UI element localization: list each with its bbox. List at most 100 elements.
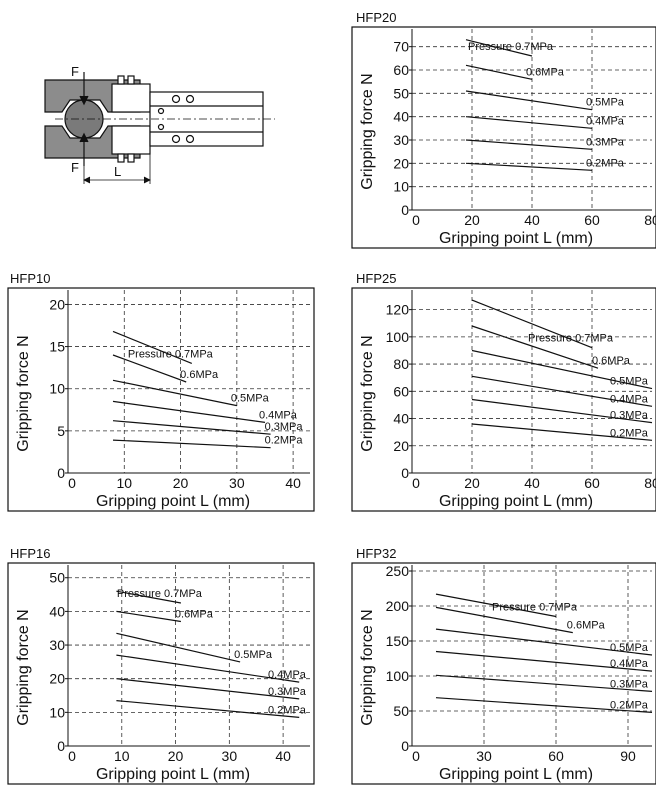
series-line — [435, 628, 653, 656]
series-label: 0.2MPa — [610, 699, 649, 711]
series-label: 0.3MPa — [586, 136, 625, 148]
series-line — [471, 423, 653, 441]
bolt — [185, 94, 195, 104]
x-tick-label: 90 — [620, 748, 636, 764]
chart-title: HFP10 — [10, 271, 50, 286]
y-tick-label: 15 — [49, 339, 65, 355]
x-tick-label: 40 — [275, 748, 291, 764]
chart-hfp10: HFP10 0 5 10 15 20 0 10 20 30 40 Gripping point L (… — [7, 271, 315, 512]
y-tick-label: 0 — [401, 738, 409, 754]
series-label: 0.4MPa — [259, 409, 298, 421]
x-tick-label: 20 — [173, 475, 189, 491]
chart-frame — [7, 287, 315, 512]
series-line — [465, 90, 593, 111]
series-label: 0.5MPa — [610, 376, 649, 388]
series-line — [465, 39, 533, 57]
x-tick-label: 0 — [412, 212, 420, 228]
series-label: 0.4MPa — [268, 669, 307, 681]
series-line — [465, 139, 593, 150]
y-tick-label: 20 — [49, 296, 65, 312]
y-axis-label: Gripping force N — [359, 73, 376, 190]
series-line — [435, 650, 653, 672]
series-label: 0.6MPa — [175, 608, 214, 620]
x-tick-label: 10 — [116, 475, 132, 491]
series-line — [116, 632, 241, 663]
chart-frame — [351, 562, 656, 785]
y-tick-label: 30 — [393, 132, 409, 148]
series-label: 0.3MPa — [268, 686, 307, 698]
series-line — [471, 398, 653, 424]
y-axis-label: Gripping force N — [359, 609, 376, 726]
chart-hfp20: HFP20 0 10 20 30 40 50 60 70 0 20 40 60 80 Gripping po… — [351, 10, 656, 249]
x-axis-label: Gripping point L (mm) — [439, 766, 593, 783]
bolt — [171, 94, 181, 104]
screw — [117, 153, 125, 163]
y-tick-label: 20 — [393, 438, 409, 454]
y-tick-label: 5 — [57, 423, 65, 439]
chart-title: HFP32 — [356, 546, 396, 561]
x-tick-label: 60 — [584, 475, 600, 491]
series-label: 0.5MPa — [610, 642, 649, 654]
series-line — [112, 420, 271, 435]
y-tick-label: 50 — [49, 570, 65, 586]
series-line — [435, 697, 653, 713]
x-axis-label: Gripping point L (mm) — [96, 766, 250, 783]
series-label: 0.4MPa — [610, 658, 649, 670]
series-line — [435, 593, 557, 618]
x-tick-label: 20 — [464, 475, 480, 491]
series-line — [116, 610, 181, 623]
x-tick-label: 60 — [584, 212, 600, 228]
series-label: 0.6MPa — [567, 620, 606, 632]
finger-lower — [111, 125, 151, 155]
y-tick-label: 40 — [49, 603, 65, 619]
y-tick-label: 120 — [386, 302, 410, 318]
series-label: 0.4MPa — [610, 393, 649, 405]
y-tick-label: 100 — [386, 329, 410, 345]
y-tick-label: 0 — [57, 738, 65, 754]
series-label: Pressure 0.7MPa — [468, 41, 554, 53]
y-tick-label: 50 — [393, 85, 409, 101]
chart-title: HFP25 — [356, 271, 396, 286]
screw — [117, 75, 125, 85]
length-label: L — [114, 164, 121, 179]
series-line — [112, 379, 237, 407]
series-label: Pressure 0.7MPa — [528, 333, 614, 345]
x-axis-label: Gripping point L (mm) — [439, 230, 593, 247]
force-label-bottom: F — [71, 160, 79, 175]
series-line — [112, 439, 271, 449]
y-tick-label: 30 — [49, 637, 65, 653]
y-tick-label: 0 — [401, 202, 409, 218]
series-label: 0.3MPa — [610, 410, 649, 422]
bolt — [157, 123, 165, 131]
series-label: 0.4MPa — [586, 115, 625, 127]
series-line — [465, 116, 593, 129]
series-label: 0.6MPa — [526, 66, 565, 78]
series-line — [471, 349, 653, 390]
x-tick-label: 80 — [644, 475, 656, 491]
y-tick-label: 40 — [393, 411, 409, 427]
y-tick-label: 250 — [386, 563, 410, 579]
series-label: 0.6MPa — [592, 355, 631, 367]
series-line — [471, 325, 599, 369]
y-tick-label: 70 — [393, 39, 409, 55]
x-axis-label: Gripping point L (mm) — [96, 493, 250, 510]
x-tick-label: 40 — [524, 475, 540, 491]
series-label: 0.5MPa — [231, 393, 270, 405]
force-label-top: F — [71, 64, 79, 79]
y-tick-label: 10 — [49, 381, 65, 397]
finger-upper — [111, 83, 151, 113]
chart-title: HFP16 — [10, 546, 50, 561]
x-tick-label: 60 — [548, 748, 564, 764]
series-label: 0.5MPa — [234, 649, 273, 661]
x-tick-label: 80 — [644, 212, 656, 228]
y-axis-label: Gripping force N — [359, 335, 376, 452]
x-tick-label: 0 — [412, 475, 420, 491]
chart-title: HFP20 — [356, 10, 396, 25]
x-tick-label: 0 — [68, 748, 76, 764]
series-line — [471, 299, 593, 349]
y-tick-label: 40 — [393, 109, 409, 125]
y-tick-label: 0 — [401, 465, 409, 481]
gripper-diagram — [44, 72, 275, 184]
series-label: 0.2MPa — [268, 704, 307, 716]
